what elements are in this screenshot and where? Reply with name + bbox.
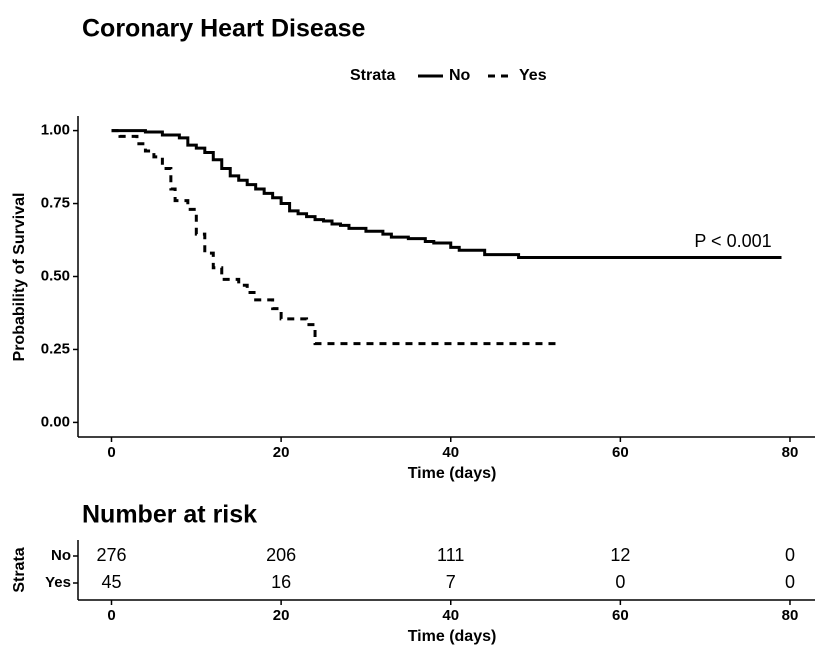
- x-tick-label: 0: [107, 607, 115, 624]
- chart-title: Coronary Heart Disease: [82, 15, 366, 43]
- table-title: Number at risk: [82, 501, 257, 529]
- risk-count: 7: [446, 572, 456, 592]
- row-label: Yes: [45, 574, 71, 591]
- risk-count: 0: [615, 572, 625, 592]
- y-tick-label: 0.50: [41, 267, 70, 284]
- risk-count: 12: [610, 545, 630, 565]
- risk-count: 276: [96, 545, 126, 565]
- x-tick-label: 60: [612, 444, 629, 461]
- row-label: No: [51, 547, 71, 564]
- risk-count: 111: [437, 545, 464, 565]
- table-x-label: Time (days): [408, 628, 497, 645]
- table-y-label: Strata: [11, 547, 28, 592]
- x-tick-label: 60: [612, 607, 629, 624]
- p-value: P < 0.001: [694, 231, 771, 251]
- x-tick-label: 40: [442, 607, 459, 624]
- x-tick-label: 0: [107, 444, 115, 461]
- y-tick-label: 0.25: [41, 340, 70, 357]
- legend-label: Yes: [519, 67, 547, 84]
- x-axis-label: Time (days): [408, 465, 497, 482]
- x-tick-label: 40: [442, 444, 459, 461]
- risk-count: 45: [101, 572, 121, 592]
- legend-label: No: [449, 67, 471, 84]
- survival-curve: [111, 129, 561, 346]
- risk-count: 16: [271, 572, 291, 592]
- risk-count: 206: [266, 545, 296, 565]
- legend-title: Strata: [350, 67, 395, 84]
- y-tick-label: 0.75: [41, 195, 70, 212]
- x-tick-label: 20: [273, 444, 290, 461]
- y-tick-label: 1.00: [41, 122, 70, 139]
- risk-count: 0: [785, 572, 795, 592]
- y-axis-label: Probability of Survival: [11, 193, 28, 362]
- survival-curve: [111, 129, 782, 260]
- y-tick-label: 0.00: [41, 413, 70, 430]
- x-tick-label: 80: [782, 607, 799, 624]
- x-tick-label: 20: [273, 607, 290, 624]
- risk-count: 0: [785, 545, 795, 565]
- x-tick-label: 80: [782, 444, 799, 461]
